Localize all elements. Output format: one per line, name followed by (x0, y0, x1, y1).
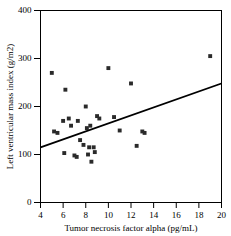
svg-text:100: 100 (18, 149, 32, 159)
svg-text:0: 0 (27, 197, 32, 207)
svg-text:400: 400 (18, 5, 32, 15)
svg-text:10: 10 (104, 210, 114, 220)
svg-text:4: 4 (38, 210, 43, 220)
svg-text:20: 20 (217, 210, 227, 220)
svg-text:6: 6 (61, 210, 66, 220)
svg-text:12: 12 (127, 210, 136, 220)
svg-text:14: 14 (149, 210, 159, 220)
svg-text:200: 200 (18, 101, 32, 111)
svg-text:8: 8 (84, 210, 89, 220)
svg-text:18: 18 (194, 210, 204, 220)
svg-text:300: 300 (18, 53, 32, 63)
svg-text:Tumor necrosis factor alpha (p: Tumor necrosis factor alpha (pg/mL) (64, 223, 197, 233)
svg-text:16: 16 (172, 210, 182, 220)
svg-text:Left ventricular mass index (g: Left ventricular mass index (g/m2) (5, 44, 15, 169)
